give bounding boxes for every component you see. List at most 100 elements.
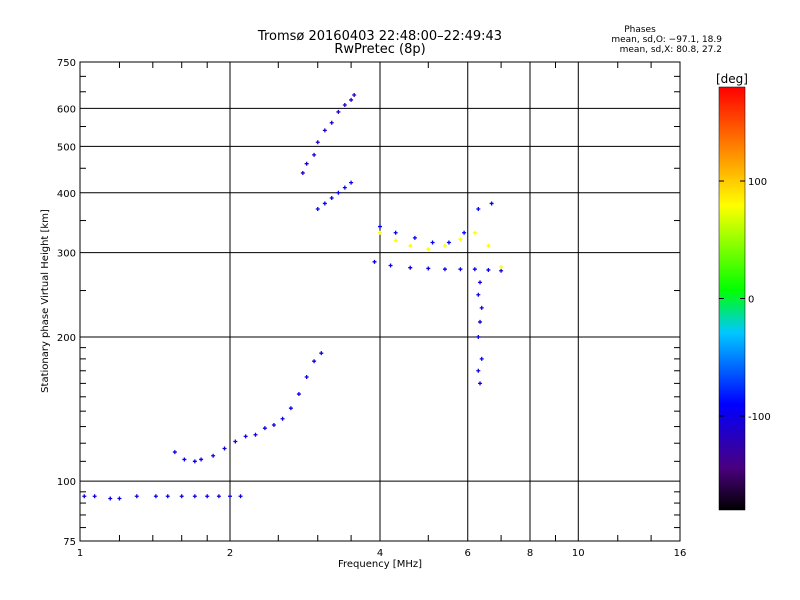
x-axis-label: Frequency [MHz]: [338, 559, 422, 570]
data-point: [319, 351, 324, 356]
data-point: [393, 238, 398, 243]
data-point: [442, 267, 447, 272]
data-point: [253, 432, 258, 437]
data-point: [304, 374, 309, 379]
y-tick-labels: 75 100 200 300 400 500 600 750: [57, 58, 76, 548]
data-point: [329, 120, 334, 125]
data-point: [499, 268, 504, 273]
data-point: [499, 264, 504, 269]
data-point: [412, 235, 417, 240]
x-tick-label: 16: [674, 548, 687, 559]
data-point: [312, 152, 317, 157]
axis-ticks: [80, 62, 680, 541]
data-point: [205, 494, 210, 499]
data-point: [478, 280, 483, 285]
data-point: [430, 240, 435, 245]
data-point: [172, 450, 177, 455]
data-point: [243, 434, 248, 439]
data-point: [322, 201, 327, 206]
data-point: [352, 92, 357, 97]
data-point: [92, 494, 97, 499]
colorbar-ticks: 100 0 -100: [719, 177, 771, 423]
chart-title: Tromsø 20160403 22:48:00–22:49:43: [257, 29, 502, 44]
data-point: [108, 496, 113, 501]
data-point: [472, 230, 477, 235]
y-tick-label: 300: [57, 249, 76, 260]
data-point: [134, 494, 139, 499]
data-point: [393, 230, 398, 235]
data-point: [271, 422, 276, 427]
data-point: [476, 292, 481, 297]
data-point: [179, 494, 184, 499]
data-point: [458, 267, 463, 272]
grid-lines: [80, 62, 680, 541]
y-tick-label: 500: [57, 142, 76, 153]
colorbar-label: [deg]: [716, 72, 748, 86]
data-point: [280, 416, 285, 421]
y-tick-label: 750: [57, 58, 76, 69]
data-point: [192, 459, 197, 464]
data-point: [288, 406, 293, 411]
stats-header: Phases: [624, 25, 656, 35]
data-point: [238, 494, 243, 499]
x-tick-label: 2: [227, 548, 233, 559]
data-point: [478, 381, 483, 386]
data-point: [153, 494, 158, 499]
data-point: [408, 265, 413, 270]
data-point: [426, 266, 431, 271]
data-point: [442, 243, 447, 248]
data-point: [192, 494, 197, 499]
data-point: [315, 206, 320, 211]
data-points: [82, 92, 504, 501]
data-point: [476, 206, 481, 211]
x-tick-label: 6: [465, 548, 471, 559]
data-point: [349, 97, 354, 102]
data-point: [304, 161, 309, 166]
data-point: [336, 109, 341, 114]
data-point: [228, 494, 232, 499]
colorbar-tick-label: 0: [748, 295, 754, 306]
data-point: [199, 457, 204, 462]
data-point: [342, 102, 347, 107]
y-tick-label: 600: [57, 104, 76, 115]
data-point: [322, 128, 327, 133]
data-point: [476, 368, 481, 373]
x-tick-label: 4: [377, 548, 383, 559]
data-point: [462, 230, 467, 235]
data-point: [222, 446, 227, 451]
x-tick-label: 10: [572, 548, 585, 559]
data-point: [472, 267, 477, 272]
x-tick-label: 1: [77, 548, 83, 559]
data-point: [262, 426, 267, 431]
y-tick-label: 200: [57, 333, 76, 344]
data-point: [479, 305, 484, 310]
data-point: [349, 180, 354, 185]
data-point: [486, 267, 491, 272]
y-tick-label: 75: [63, 537, 76, 548]
data-point: [329, 196, 334, 201]
data-point: [486, 243, 491, 248]
data-point: [312, 359, 317, 364]
x-tick-labels: 1 2 4 6 8 10 16: [77, 548, 687, 559]
chart-subtitle: RwPretec (8p): [334, 42, 425, 57]
data-point: [388, 263, 393, 268]
data-point: [336, 190, 341, 195]
colorbar-tick-label: 100: [748, 177, 767, 188]
data-point: [165, 494, 170, 499]
colorbar-tick-label: -100: [748, 412, 771, 423]
data-point: [315, 140, 320, 145]
data-point: [408, 243, 413, 248]
data-point: [342, 185, 347, 190]
data-point: [300, 170, 305, 175]
y-axis-label: Stationary phase Virtual Height [km]: [40, 209, 51, 393]
data-point: [211, 453, 216, 458]
y-tick-label: 400: [57, 189, 76, 200]
data-point: [378, 230, 382, 235]
data-point: [117, 496, 122, 501]
data-point: [296, 392, 301, 397]
x-tick-label: 8: [527, 548, 533, 559]
data-point: [478, 319, 483, 324]
y-tick-label: 100: [57, 477, 76, 488]
data-point: [458, 237, 463, 242]
